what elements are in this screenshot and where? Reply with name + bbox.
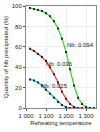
svg-text:1 000: 1 000: [18, 113, 34, 119]
svg-text:60: 60: [15, 44, 22, 50]
svg-text:80: 80: [15, 24, 22, 30]
svg-text:Nb: 0.094: Nb: 0.094: [67, 42, 94, 48]
svg-text:Nb: 0.025: Nb: 0.025: [41, 83, 68, 89]
svg-text:1 100: 1 100: [38, 113, 54, 119]
svg-text:40: 40: [15, 64, 22, 70]
svg-text:1 200: 1 200: [58, 113, 74, 119]
svg-text:Reheating temperature: Reheating temperature: [30, 120, 92, 126]
svg-text:1 300: 1 300: [78, 113, 94, 119]
svg-text:Quantity of Nb precipitated (%: Quantity of Nb precipitated (%): [3, 16, 9, 98]
svg-text:Nb: 0.036: Nb: 0.036: [46, 61, 73, 67]
svg-text:100: 100: [12, 3, 23, 9]
svg-text:20: 20: [15, 85, 22, 91]
svg-text:0: 0: [18, 105, 22, 111]
